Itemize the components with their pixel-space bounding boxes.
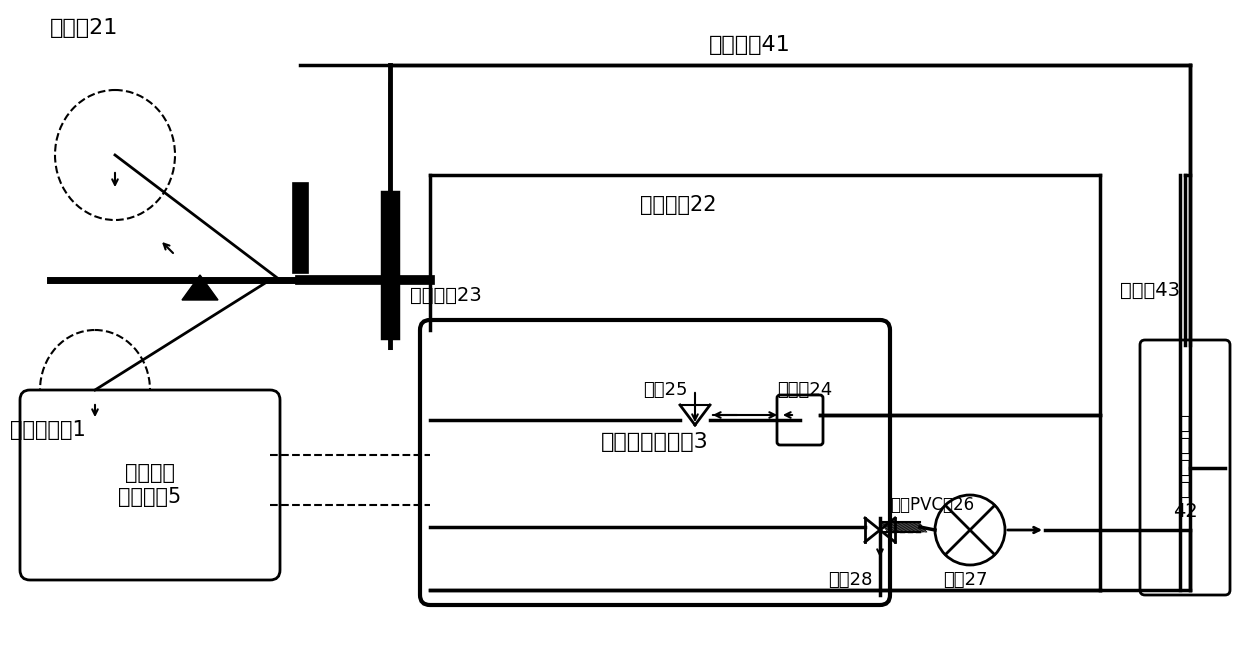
FancyBboxPatch shape — [777, 395, 823, 445]
Text: 球阀28: 球阀28 — [828, 571, 872, 589]
Text: 标
气
单
元
42: 标 气 单 元 42 — [1172, 414, 1197, 521]
Text: 采样气路22: 采样气路22 — [641, 195, 716, 215]
Polygon shape — [182, 275, 218, 300]
FancyBboxPatch shape — [420, 320, 890, 605]
Text: 电磁阀43: 电磁阀43 — [1120, 280, 1180, 299]
Text: 采样头21: 采样头21 — [50, 18, 119, 38]
Text: 钢丝PVC管26: 钢丝PVC管26 — [890, 496, 974, 514]
FancyBboxPatch shape — [1140, 340, 1230, 595]
Text: 过滤器24: 过滤器24 — [777, 381, 833, 399]
Text: 针阀25: 针阀25 — [643, 381, 688, 399]
Text: 气泵27: 气泵27 — [943, 571, 987, 589]
Text: 闭路气体分析仪3: 闭路气体分析仪3 — [601, 432, 709, 453]
Text: 三通接头23: 三通接头23 — [410, 286, 482, 305]
Text: 数据采集
和处理器5: 数据采集 和处理器5 — [119, 463, 182, 506]
Text: 标定气路41: 标定气路41 — [709, 35, 790, 55]
Text: 超声风速仪1: 超声风速仪1 — [10, 420, 85, 440]
FancyBboxPatch shape — [20, 390, 280, 580]
